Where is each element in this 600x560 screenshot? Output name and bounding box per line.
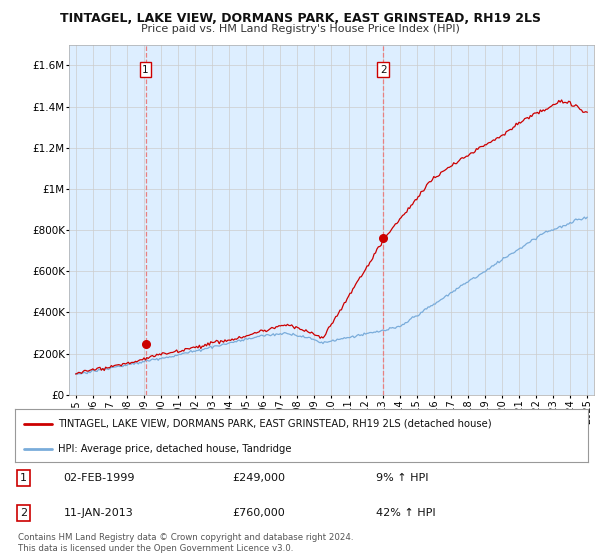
Text: 1: 1: [142, 64, 149, 74]
Text: 2: 2: [380, 64, 386, 74]
Text: 11-JAN-2013: 11-JAN-2013: [64, 508, 133, 517]
Text: 42% ↑ HPI: 42% ↑ HPI: [376, 508, 436, 517]
Text: Price paid vs. HM Land Registry's House Price Index (HPI): Price paid vs. HM Land Registry's House …: [140, 24, 460, 34]
Text: £249,000: £249,000: [233, 473, 286, 483]
Text: 02-FEB-1999: 02-FEB-1999: [64, 473, 135, 483]
Text: Contains HM Land Registry data © Crown copyright and database right 2024.
This d: Contains HM Land Registry data © Crown c…: [18, 533, 353, 553]
Text: HPI: Average price, detached house, Tandridge: HPI: Average price, detached house, Tand…: [58, 444, 292, 454]
Text: £760,000: £760,000: [233, 508, 286, 517]
Text: TINTAGEL, LAKE VIEW, DORMANS PARK, EAST GRINSTEAD, RH19 2LS: TINTAGEL, LAKE VIEW, DORMANS PARK, EAST …: [59, 12, 541, 25]
Text: 9% ↑ HPI: 9% ↑ HPI: [376, 473, 428, 483]
Text: 1: 1: [20, 473, 27, 483]
Text: 2: 2: [20, 508, 27, 517]
Text: TINTAGEL, LAKE VIEW, DORMANS PARK, EAST GRINSTEAD, RH19 2LS (detached house): TINTAGEL, LAKE VIEW, DORMANS PARK, EAST …: [58, 419, 491, 429]
